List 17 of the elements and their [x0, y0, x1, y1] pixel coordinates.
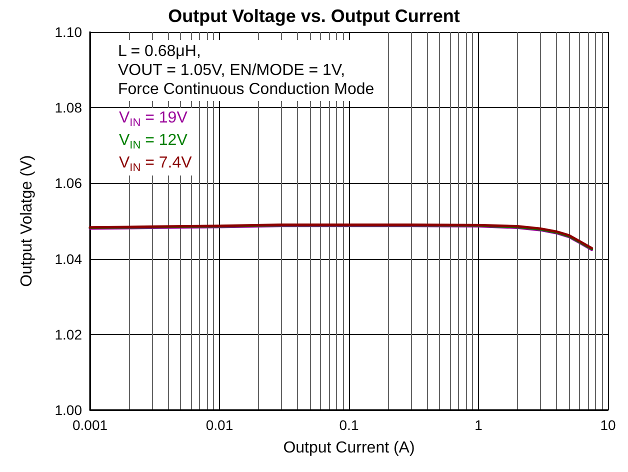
- annotation: L = 0.68μH,: [118, 43, 201, 60]
- x-tick-label: 0.01: [206, 417, 234, 433]
- x-tick-label: 10: [600, 417, 616, 433]
- y-axis-title: Output Volatge (V): [18, 155, 36, 287]
- x-axis-title: Output Current (A): [283, 440, 415, 456]
- y-tick-label: 1.06: [54, 175, 82, 192]
- y-tick-label: 1.08: [54, 100, 82, 116]
- annotation: Force Continuous Conduction Mode: [118, 81, 374, 98]
- y-tick-label: 1.02: [54, 326, 82, 342]
- x-tick-label: 1: [474, 417, 483, 433]
- y-tick-label: 1.10: [54, 24, 82, 40]
- x-tick-label: 0.1: [339, 417, 359, 433]
- y-tick-label: 1.04: [54, 250, 82, 267]
- y-tick-label: 1.00: [54, 402, 82, 418]
- chart-title: Output Voltage vs. Output Current: [168, 6, 460, 26]
- annotation: VOUT = 1.05V, EN/MODE = 1V,: [118, 62, 346, 79]
- x-tick-label: 0.001: [72, 417, 108, 433]
